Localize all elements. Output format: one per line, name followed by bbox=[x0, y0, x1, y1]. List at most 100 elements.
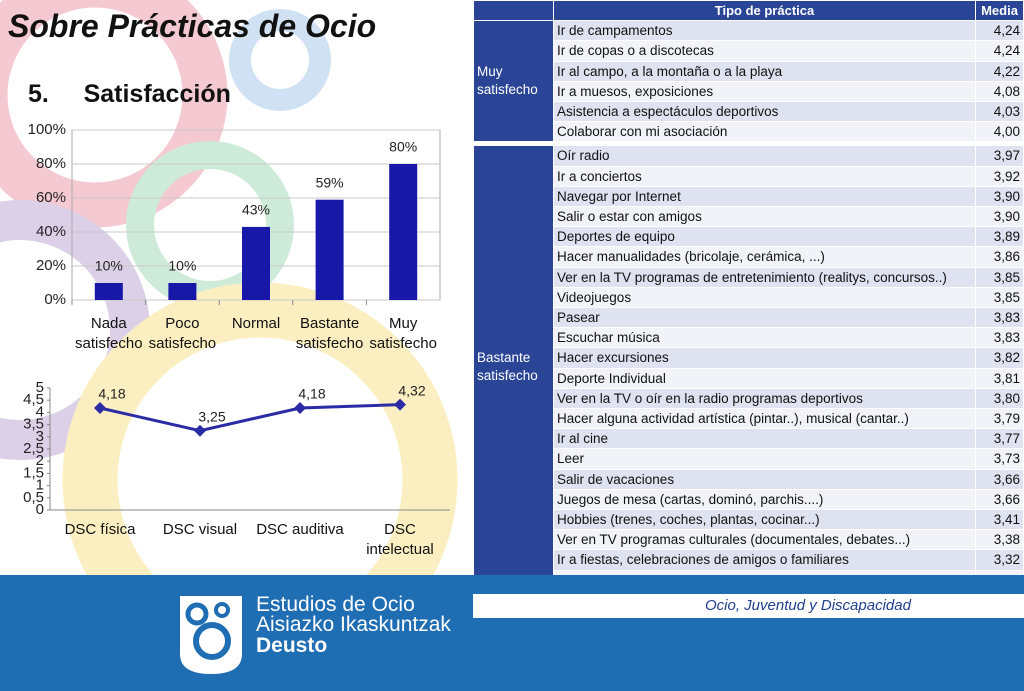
practice-cell: Ir a muesos, exposiciones bbox=[553, 80, 976, 103]
data-label: 4,18 bbox=[98, 386, 125, 402]
practice-cell: Leer bbox=[553, 448, 976, 470]
footer-note: Ocio, Juventud y Discapacidad bbox=[705, 597, 911, 614]
practice-cell: Deportes de equipo bbox=[553, 226, 976, 248]
practice-cell: Ver en la TV o oír en la radio programas… bbox=[553, 387, 976, 410]
table-row: Ver en la TV o oír en la radio programas… bbox=[474, 387, 1024, 410]
practice-cell: Salir de vacaciones bbox=[553, 468, 976, 490]
logo-ring bbox=[193, 622, 231, 660]
table-row: Hacer alguna actividad artística (pintar… bbox=[474, 408, 1024, 430]
bar bbox=[315, 199, 344, 300]
practice-cell: Videojuegos bbox=[553, 286, 976, 309]
bar bbox=[168, 283, 197, 300]
y-tick-label: 2 bbox=[36, 452, 44, 469]
practice-table: Tipo de práctica Media Muy satisfecho Ir d… bbox=[473, 0, 1024, 593]
deco-circle bbox=[0, 0, 228, 228]
x-tick-label: Nada satisfecho bbox=[75, 315, 143, 352]
mean-cell: 4,03 bbox=[975, 101, 1024, 123]
y-tick-label: 0,5 bbox=[23, 489, 44, 506]
mean-cell: 3,81 bbox=[975, 367, 1024, 389]
group-cell: Muy satisfecho bbox=[473, 20, 554, 147]
table-row: Ir a conciertos 3,92 bbox=[474, 165, 1024, 187]
mean-cell: 3,66 bbox=[975, 468, 1024, 490]
y-tick-label: 4 bbox=[36, 403, 44, 420]
table-row: Escuchar música 3,83 bbox=[474, 327, 1024, 349]
header-cell bbox=[473, 0, 554, 22]
mean-cell: 3,82 bbox=[975, 347, 1024, 369]
x-tick-label: DSC auditiva bbox=[256, 521, 344, 538]
table-row: Ir a muesos, exposiciones 4,08 bbox=[474, 80, 1024, 103]
y-tick-label: 40% bbox=[36, 223, 66, 240]
org-name: Aisiazko Ikaskuntzak bbox=[256, 613, 451, 636]
logo bbox=[180, 596, 242, 674]
bar bbox=[94, 283, 123, 300]
practice-cell: Ir a conciertos bbox=[553, 165, 976, 187]
data-label: 10% bbox=[95, 258, 123, 274]
table-row: Ver en la TV programas de entretenimient… bbox=[474, 266, 1024, 288]
y-tick-label: 0 bbox=[36, 501, 44, 518]
deco-circle bbox=[0, 200, 150, 460]
table-row: Hacer excursiones 3,82 bbox=[474, 347, 1024, 369]
practice-cell: Ver en la TV programas de entretenimient… bbox=[553, 266, 976, 288]
table-row: Deportes de equipo 3,89 bbox=[474, 226, 1024, 248]
mean-cell: 4,24 bbox=[975, 40, 1024, 62]
y-tick-label: 5 bbox=[36, 379, 44, 396]
mean-cell: 3,90 bbox=[975, 206, 1024, 228]
table-row: Bastante satisfecho Oír radio 3,97 bbox=[473, 143, 1024, 593]
mean-cell: 4,22 bbox=[975, 60, 1024, 82]
data-label: 3,25 bbox=[198, 408, 225, 424]
practice-cell: Hacer excursiones bbox=[553, 347, 976, 369]
mean-cell: 3,77 bbox=[975, 428, 1024, 450]
table-row: Salir o estar con amigos 3,90 bbox=[474, 206, 1024, 228]
y-tick-label: 60% bbox=[36, 189, 66, 206]
y-tick-label: 3 bbox=[36, 428, 44, 445]
y-tick-label: 2,5 bbox=[23, 440, 44, 457]
footer-band bbox=[0, 575, 1024, 691]
x-tick-label: Muy satisfecho bbox=[369, 315, 437, 352]
practice-cell: Oír radio bbox=[553, 143, 976, 167]
table-row: Navegar por Internet 3,90 bbox=[474, 185, 1024, 208]
table-row: Hacer manualidades (bricolaje, cerámica,… bbox=[474, 246, 1024, 268]
mean-cell: 3,32 bbox=[975, 549, 1024, 571]
table-row: Muy satisfecho Ir de campamentos 4,24 bbox=[473, 20, 1024, 147]
x-tick-label: DSC intelectual bbox=[366, 521, 434, 558]
line-chart: 00,511,522,533,544,55 4,18 3,25 4,18 4,32 bbox=[23, 379, 450, 518]
x-tick-label: Bastante satisfecho bbox=[295, 315, 364, 352]
data-label: 43% bbox=[242, 202, 270, 218]
mean-cell: 3,41 bbox=[975, 509, 1024, 531]
table-row: Ir al cine 3,77 bbox=[474, 428, 1024, 450]
y-tick-label: 3,5 bbox=[23, 416, 44, 433]
practice-cell: Salir o estar con amigos bbox=[553, 206, 976, 228]
header-row: Tipo de práctica Media bbox=[473, 0, 1024, 22]
x-tick-label: DSC física bbox=[64, 521, 136, 538]
y-tick-label: 0% bbox=[44, 291, 66, 308]
x-tick-label: Poco satisfecho bbox=[148, 315, 217, 352]
line bbox=[99, 403, 401, 433]
mean-cell: 3,79 bbox=[975, 408, 1024, 430]
bar bbox=[242, 226, 270, 300]
bar bbox=[389, 164, 418, 300]
header-cell: Tipo de práctica bbox=[553, 0, 976, 22]
mean-cell: 3,73 bbox=[975, 448, 1024, 470]
practice-cell: Asistencia a espectáculos deportivos bbox=[553, 101, 976, 123]
group-cell: Bastante satisfecho bbox=[473, 143, 554, 593]
mean-cell: 3,85 bbox=[975, 266, 1024, 288]
y-tick-label: 4,5 bbox=[23, 391, 44, 408]
table-row: Colaborar con mi asociación 4,00 bbox=[474, 121, 1024, 147]
practice-cell: Ir de campamentos bbox=[553, 20, 976, 42]
table-row: Ir de copas o a discotecas 4,24 bbox=[474, 40, 1024, 62]
x-tick-label: DSC visual bbox=[162, 521, 238, 538]
mean-cell: 3,83 bbox=[975, 307, 1024, 329]
marker bbox=[394, 398, 406, 411]
practice-cell: Pasear bbox=[553, 307, 976, 329]
mean-cell: 3,90 bbox=[975, 185, 1024, 208]
practice-cell: Navegar por Internet bbox=[553, 185, 976, 208]
y-tick-label: 100% bbox=[28, 121, 66, 138]
practice-cell: Hobbies (trenes, coches, plantas, cocina… bbox=[553, 509, 976, 531]
y-tick-label: 20% bbox=[36, 257, 66, 274]
table-row: Ver en TV programas culturales (document… bbox=[474, 529, 1024, 551]
logo-ring bbox=[214, 602, 230, 618]
deco-circle bbox=[229, 9, 331, 111]
practice-cell: Ir al cine bbox=[553, 428, 976, 450]
table-row: Hobbies (trenes, coches, plantas, cocina… bbox=[474, 509, 1024, 531]
